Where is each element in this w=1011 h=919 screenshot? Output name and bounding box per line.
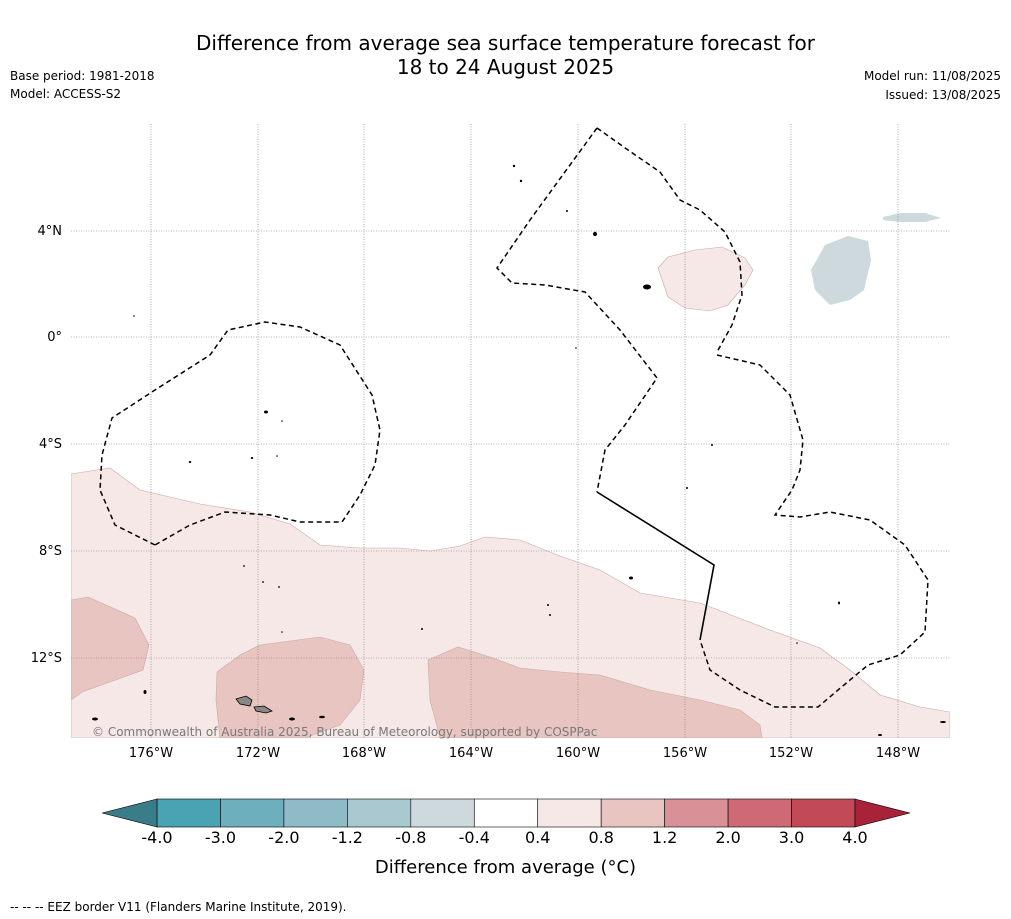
issued-date: Issued: 13/08/2025	[885, 88, 1001, 102]
colorbar-tick-label: 4.0	[842, 828, 868, 847]
colorbar-tick-label: -1.2	[331, 828, 363, 847]
colorbar-tick-label: -4.0	[141, 828, 173, 847]
eez-border	[99, 127, 929, 708]
colorbar-tick-label: -3.0	[204, 828, 237, 847]
lon-label-172w: 172°W	[235, 746, 281, 761]
eez-footnote: -- -- -- EEZ border V11 (Flanders Marine…	[10, 900, 347, 914]
weak-cool-anomaly-strip	[883, 213, 941, 222]
lon-label-164w: 164°W	[448, 746, 494, 761]
lon-label-160w: 160°W	[555, 746, 601, 761]
copyright-notice: © Commonwealth of Australia 2025, Bureau…	[92, 725, 598, 739]
weak-warm-anomaly-north	[657, 246, 754, 312]
moderate-warm-anomaly-central	[215, 636, 365, 738]
samoa-islands	[235, 695, 273, 714]
weak-cool-anomaly-patch	[811, 236, 871, 305]
colorbar-tick-label: -0.4	[458, 828, 490, 847]
lon-label-176w: 176°W	[128, 746, 174, 761]
lon-label-156w: 156°W	[662, 746, 708, 761]
lat-label-8s: 8°S	[38, 544, 62, 559]
moderate-warm-anomaly-east	[427, 646, 763, 738]
moderate-warm-anomaly-west	[71, 596, 150, 701]
colorbar-tick-label: 3.0	[778, 828, 805, 847]
graticule	[71, 124, 950, 738]
lon-label-152w: 152°W	[768, 746, 814, 761]
map-title-line1: Difference from average sea surface temp…	[195, 31, 815, 55]
lat-label-0: 0°	[47, 330, 62, 345]
colorbar-tick-label: 0.8	[588, 828, 614, 847]
map-title-line2: 18 to 24 August 2025	[396, 55, 615, 79]
colorbar-tick-label: 0.4	[524, 828, 551, 847]
colorbar-label: Difference from average (°C)	[374, 857, 637, 878]
lat-label-4s: 4°S	[38, 437, 62, 452]
colorbar-tick-label: -0.8	[395, 828, 427, 847]
lat-label-12s: 12°S	[30, 651, 62, 666]
islands	[92, 164, 946, 736]
colorbar-tick-label: 2.0	[715, 828, 741, 847]
colorbar-tick-label: -2.0	[268, 828, 300, 847]
base-period: Base period: 1981-2018	[10, 69, 155, 83]
lat-label-4n: 4°N	[37, 224, 63, 239]
maritime-boundary-line	[596, 491, 715, 641]
lon-label-148w: 148°W	[875, 746, 921, 761]
model-name: Model: ACCESS-S2	[10, 87, 122, 101]
model-run: Model run: 11/08/2025	[863, 69, 1001, 83]
colorbar-tick-label: 1.2	[651, 828, 678, 847]
lon-label-168w: 168°W	[341, 746, 387, 761]
